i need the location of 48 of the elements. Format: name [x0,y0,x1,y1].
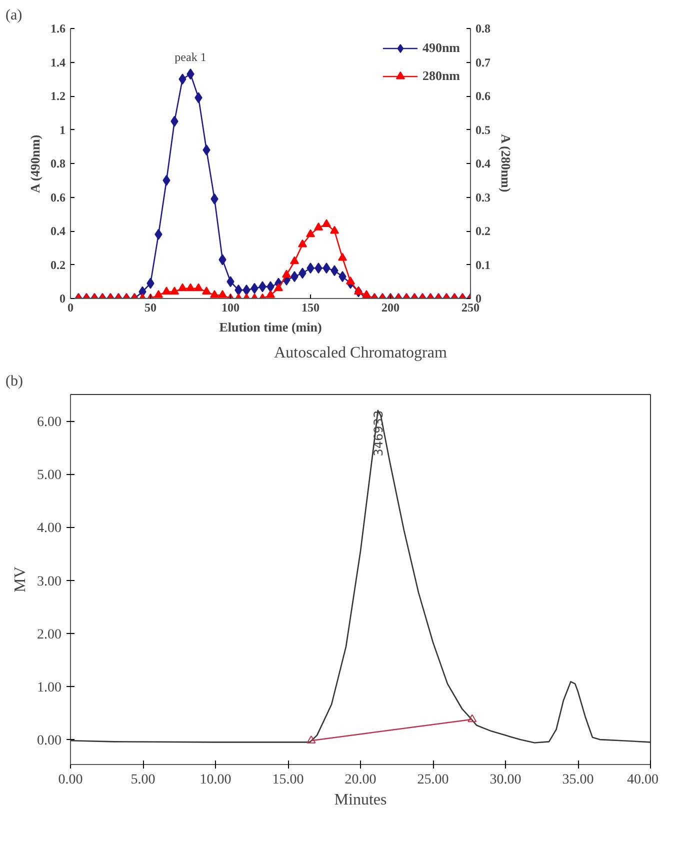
y-tick-label: 0.8 [50,156,66,170]
y2-axis-title: A (280nm) [498,134,514,192]
x-tick-label: 5.00 [130,772,156,788]
y-tick-label: 1.2 [50,89,66,103]
y-tick-label: 2.00 [37,627,62,642]
annotation: peak 1 [174,50,206,64]
y-tick-label: 1.00 [37,680,62,696]
annotation: 346933 [371,410,386,456]
x-tick-label: 40.00 [627,772,658,788]
x-tick-label: 50 [144,300,156,314]
y-tick-label: 5.00 [37,468,62,484]
y2-tick-label: 0.5 [476,122,490,137]
y2-tick-label: 0.1 [476,258,490,272]
x-tick-label: 35.00 [562,772,594,788]
y-tick-label: 0.2 [50,258,66,272]
x-tick-label: 20.00 [344,772,376,788]
x-tick-label: 150 [302,300,320,314]
text: (b) [6,374,23,390]
y-tick-label: 3.00 [37,574,62,590]
x-tick-label: 100 [222,300,240,314]
text: (a) [6,8,22,24]
y-tick-label: 4.00 [37,521,62,536]
legend-label: 490nm [422,40,460,56]
y-tick-label: 1.6 [50,22,66,36]
y-axis-title: MV [12,566,29,592]
y2-tick-label: 0.2 [476,224,490,238]
x-axis-title: Elution time (min) [219,320,322,334]
x-tick-label: 15.00 [272,772,304,788]
y-tick-label: 0.00 [37,734,62,749]
y2-tick-label: 0.8 [476,22,490,36]
y-tick-label: 6.00 [37,415,62,430]
y-tick-label: 0 [60,292,66,306]
y-axis-title: A (490nm) [28,134,42,193]
y2-tick-label: 0.4 [476,156,490,170]
x-axis-title: Minutes [334,792,387,808]
legend-label: 280nm [422,68,460,84]
x-tick-label: 30.00 [490,772,522,788]
x-tick-label: 10.00 [200,772,232,788]
y-tick-label: 1.4 [50,55,66,70]
x-tick-label: 200 [382,300,400,314]
y2-tick-label: 0.7 [476,55,490,70]
y-tick-label: 0.4 [50,224,66,238]
y2-tick-label: 0.6 [476,89,490,103]
x-tick-label: 25.00 [417,772,449,788]
y2-tick-label: 0.3 [476,190,490,204]
chart-title: Autoscaled Chromatogram [274,344,448,362]
y-tick-label: 1 [60,122,66,137]
y-tick-label: 0.6 [50,190,66,204]
